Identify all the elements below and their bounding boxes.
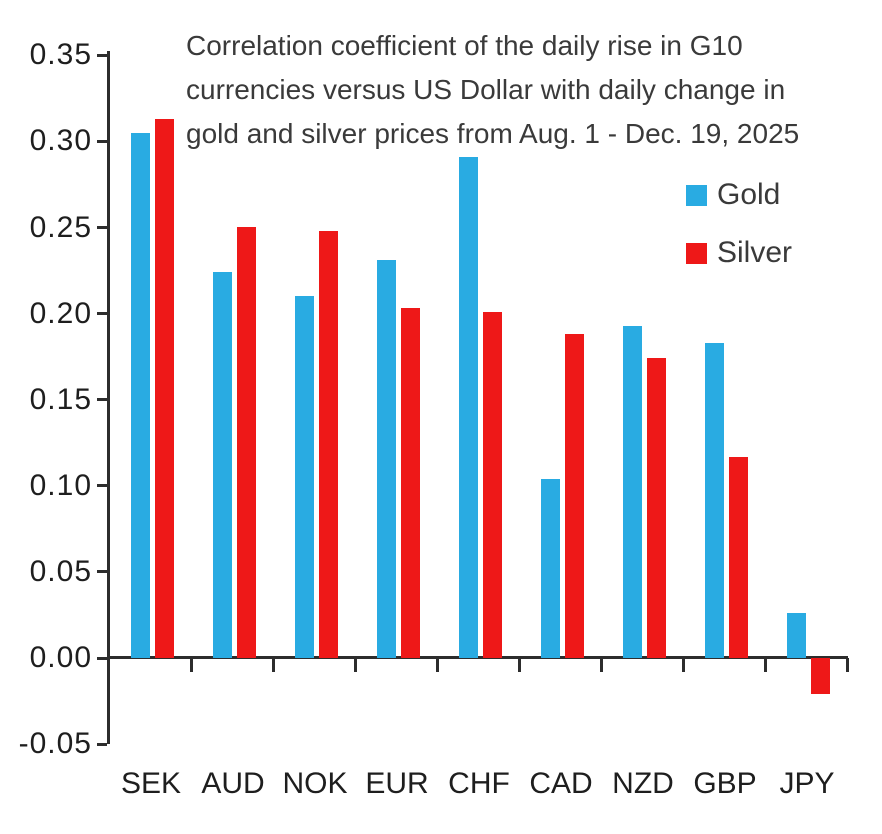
gold-legend-swatch-icon	[686, 184, 707, 206]
legend-label-silver: Silver	[717, 236, 793, 269]
x-axis-category-label: CHF	[448, 767, 510, 800]
y-axis-tick-label: 0.35	[29, 38, 92, 72]
y-axis-tick	[97, 398, 107, 402]
plot-area	[97, 51, 849, 746]
bar-sek-gold	[131, 133, 150, 658]
y-axis-tick	[97, 656, 107, 660]
bar-aud-silver	[237, 227, 256, 658]
bar-nzd-gold	[623, 326, 642, 658]
y-axis-tick	[97, 226, 107, 229]
y-axis-tick	[97, 484, 107, 488]
x-axis-category-label: AUD	[201, 767, 265, 800]
legend: Gold Silver	[686, 178, 793, 296]
bar-eur-gold	[377, 260, 396, 658]
bar-sek-silver	[155, 119, 174, 658]
x-axis-tick	[682, 658, 685, 672]
x-axis-tick	[190, 658, 193, 672]
x-axis-tick	[436, 658, 439, 672]
chart-title: Correlation coefficient of the daily ris…	[186, 24, 799, 156]
x-axis-category-label: GBP	[693, 767, 757, 800]
bar-chf-gold	[459, 157, 478, 658]
legend-label-gold: Gold	[717, 178, 781, 211]
y-axis-tick-label: 0.10	[29, 468, 92, 502]
x-axis-tick	[600, 658, 603, 672]
bar-cad-gold	[541, 479, 560, 658]
y-axis-tick-label: 0.00	[29, 641, 92, 674]
bar-nok-silver	[319, 231, 338, 658]
bar-jpy-silver	[811, 658, 830, 694]
bar-gbp-silver	[729, 457, 748, 658]
y-axis-tick-label: 0.15	[29, 382, 92, 416]
x-axis-tick	[354, 658, 357, 672]
bar-eur-silver	[401, 308, 420, 658]
bar-jpy-gold	[787, 613, 806, 658]
x-axis-tick	[518, 658, 521, 672]
silver-legend-swatch-icon	[686, 242, 707, 264]
x-axis-category-label: CAD	[529, 767, 593, 800]
chart-title-line-2: currencies versus US Dollar with daily c…	[186, 74, 786, 105]
x-axis-category-label: NOK	[282, 767, 348, 800]
y-axis-tick	[97, 53, 107, 57]
bar-nzd-silver	[647, 358, 666, 658]
y-axis-tick	[97, 742, 107, 746]
y-axis-tick	[97, 312, 107, 316]
y-axis-tick	[97, 139, 107, 143]
bar-aud-gold	[213, 272, 232, 658]
x-axis-category-label: SEK	[120, 767, 182, 800]
bar-nok-gold	[295, 296, 314, 658]
x-axis-category-label: JPY	[779, 767, 835, 800]
y-axis-tick	[97, 570, 107, 574]
y-axis-line	[107, 51, 110, 744]
y-axis-tick-label: -0.05	[18, 727, 92, 761]
x-axis-category-label: EUR	[365, 767, 429, 800]
chart-title-line-1: Correlation coefficient of the daily ris…	[186, 30, 743, 61]
x-axis-category-label: NZD	[612, 767, 674, 800]
x-axis-labels: SEK AUD NOK EUR CHF CAD NZD GBP JPY	[110, 767, 848, 805]
y-axis-tick-label: 0.20	[29, 296, 92, 330]
legend-entry-silver: Silver	[686, 236, 793, 269]
y-axis-tick-label: 0.05	[29, 554, 92, 588]
x-axis-tick	[846, 658, 849, 672]
bar-chf-silver	[483, 312, 502, 658]
bar-gbp-gold	[705, 343, 724, 658]
y-axis-tick-label: 0.30	[29, 124, 92, 158]
y-axis-tick-label: 0.25	[29, 210, 92, 244]
bar-cad-silver	[565, 334, 584, 658]
legend-entry-gold: Gold	[686, 178, 792, 211]
x-axis-tick	[272, 658, 275, 672]
chart-title-line-3: gold and silver prices from Aug. 1 - Dec…	[186, 118, 800, 149]
x-axis-tick	[764, 658, 767, 672]
